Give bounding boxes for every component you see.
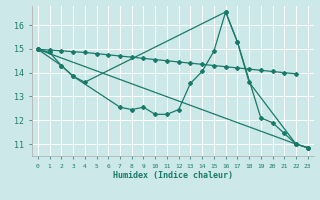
- X-axis label: Humidex (Indice chaleur): Humidex (Indice chaleur): [113, 171, 233, 180]
